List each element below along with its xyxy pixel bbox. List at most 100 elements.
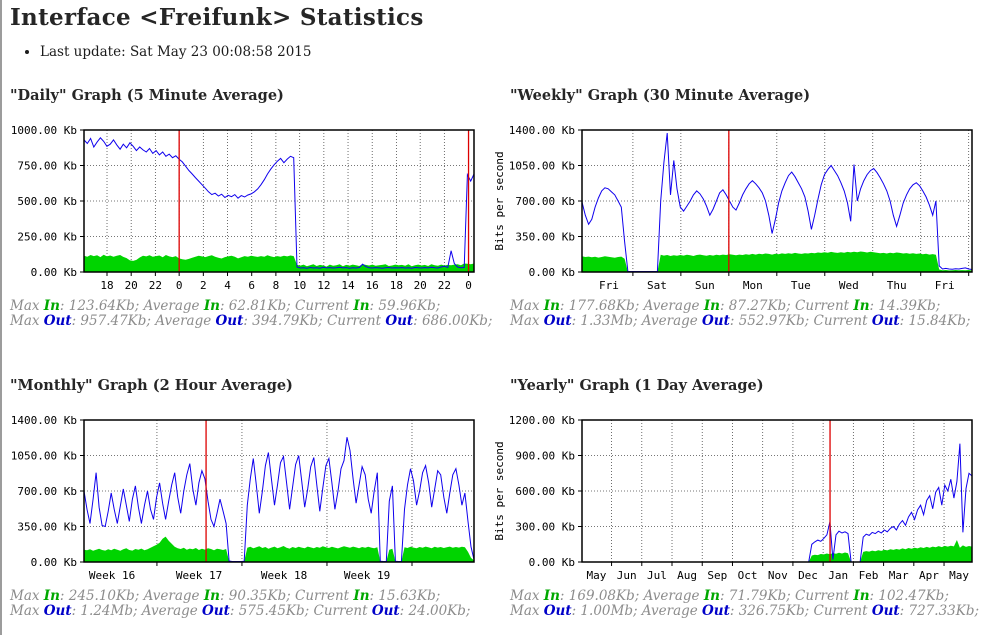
x-axis-tick-label: Fri [935, 279, 955, 292]
x-axis-tick-label: Mar [889, 569, 909, 582]
update-list: Last update: Sat May 23 00:08:58 2015 [16, 44, 312, 60]
out-label: Out [543, 313, 572, 329]
x-axis-tick-label: Jun [617, 569, 637, 582]
x-axis-tick-label: Sun [695, 279, 715, 292]
x-axis-tick-label: Sat [647, 279, 667, 292]
y-axis-tick-label: 0.00 Kb [31, 556, 77, 569]
graph-title: "Monthly" Graph (2 Hour Average) [10, 377, 293, 394]
y-axis-tick-label: 700.00 Kb [17, 485, 77, 498]
x-axis-tick-label: 8 [273, 279, 280, 292]
x-axis-tick-label: 6 [248, 279, 255, 292]
out-label: Out [202, 603, 230, 619]
x-axis-tick-label: 4 [224, 279, 231, 292]
graph-section-monthly: "Monthly" Graph (2 Hour Average) 1400.00… [10, 377, 490, 627]
y-axis-tick-label: 1400.00 Kb [509, 124, 575, 137]
in-label: In [353, 588, 370, 604]
out-label: Out [43, 313, 72, 329]
monthly-traffic-stats: Max In: 245.10Kb; Average In: 90.35Kb; C… [10, 589, 470, 619]
x-axis-tick-label: Week 16 [89, 569, 135, 582]
x-axis-tick-label: Dec [798, 569, 818, 582]
x-axis-tick-label: Week 19 [344, 569, 390, 582]
yearly-traffic-stats: Max In: 169.08Kb; Average In: 71.79Kb; C… [510, 589, 979, 619]
y-axis-tick-label: 250.00 Kb [17, 231, 77, 244]
x-axis-tick-label: 20 [414, 279, 427, 292]
x-axis-tick-label: Jul [647, 569, 667, 582]
yearly-graph-svg: 1200.00 Kb 900.00 Kb 600.00 Kb 300.00 Kb 0.0… [493, 414, 973, 582]
x-axis-tick-label: 0 [465, 279, 472, 292]
x-axis-tick-label: Mon [743, 279, 763, 292]
x-axis-tick-label: Sep [707, 569, 727, 582]
x-axis-tick-label: 10 [293, 279, 306, 292]
in-label: In [853, 298, 870, 314]
monthly-traffic-chart: 1400.00 Kb 1050.00 Kb 700.00 Kb 350.00 Kb 0.… [10, 414, 484, 590]
traffic-out-line [83, 437, 475, 562]
y-axis-tick-label: 600.00 Kb [515, 485, 575, 498]
stats-line-in: Max In: 169.08Kb; Average In: 71.79Kb; C… [510, 588, 949, 604]
out-label: Out [702, 313, 730, 329]
y-axis-tick-label: 350.00 Kb [17, 521, 77, 534]
y-axis-tick-label: 700.00 Kb [515, 195, 575, 208]
y-axis-tick-label: 0.00 Kb [529, 556, 575, 569]
x-axis-tick-label: 18 [100, 279, 113, 292]
x-axis-tick-label: Feb [859, 569, 879, 582]
y-axis-tick-label: 1050.00 Kb [11, 450, 77, 463]
stats-line-in: Max In: 123.64Kb; Average In: 62.81Kb; C… [10, 298, 441, 314]
y-axis-tick-label: 1200.00 Kb [509, 414, 575, 427]
y-axis-tick-label: 0.00 Kb [529, 266, 575, 279]
x-axis-tick-label: Week 18 [261, 569, 307, 582]
graph-title: "Yearly" Graph (1 Day Average) [510, 377, 764, 394]
y-axis-title: Bits per second [493, 151, 506, 250]
graph-title: "Weekly" Graph (30 Minute Average) [510, 87, 811, 104]
in-label: In [353, 298, 370, 314]
out-label: Out [215, 313, 244, 329]
x-axis-tick-label: Wed [839, 279, 859, 292]
last-update-item: Last update: Sat May 23 00:08:58 2015 [40, 44, 312, 60]
in-label: In [203, 298, 220, 314]
out-label: Out [385, 313, 414, 329]
graph-section-yearly: "Yearly" Graph (1 Day Average) 1200.00 K… [490, 377, 979, 627]
in-label: In [703, 588, 720, 604]
x-axis-tick-label: 2 [200, 279, 207, 292]
weekly-traffic-chart: 1400.00 Kb 1050.00 Kb 700.00 Kb 350.00 Kb 0.… [490, 124, 982, 300]
traffic-in-area [582, 251, 972, 272]
stats-line-out: Max Out: 1.24Mb; Average Out: 575.45Kb; … [10, 603, 471, 619]
in-label: In [703, 298, 720, 314]
x-axis-tick-label: May [586, 569, 606, 582]
x-axis-tick-label: Week 17 [176, 569, 222, 582]
stats-line-out: Max Out: 1.33Mb; Average Out: 552.97Kb; … [510, 313, 971, 329]
out-label: Out [543, 603, 572, 619]
x-axis-tick-label: Thu [887, 279, 907, 292]
y-axis-tick-label: 1000.00 Kb [11, 124, 77, 137]
daily-graph-svg: 1000.00 Kb 750.00 Kb 500.00 Kb 250.00 Kb 0.0… [11, 124, 475, 292]
weekly-graph-svg: 1400.00 Kb 1050.00 Kb 700.00 Kb 350.00 Kb 0.… [493, 124, 973, 292]
graph-section-daily: "Daily" Graph (5 Minute Average) 1000.00… [10, 87, 492, 337]
x-axis-tick-label: 18 [390, 279, 403, 292]
graph-section-weekly: "Weekly" Graph (30 Minute Average) 1400.… [490, 87, 973, 337]
traffic-out-line [83, 137, 475, 269]
yearly-traffic-chart: 1200.00 Kb 900.00 Kb 600.00 Kb 300.00 Kb 0.0… [490, 414, 982, 590]
x-axis-tick-label: Aug [677, 569, 697, 582]
x-axis-tick-label: Jan [828, 569, 848, 582]
y-axis-tick-label: 750.00 Kb [17, 160, 77, 173]
x-axis-tick-label: 0 [176, 279, 183, 292]
x-axis-tick-label: 22 [149, 279, 162, 292]
stats-line-in: Max In: 245.10Kb; Average In: 90.35Kb; C… [10, 588, 441, 604]
out-label: Out [871, 313, 900, 329]
y-axis-tick-label: 500.00 Kb [17, 195, 77, 208]
daily-traffic-chart: 1000.00 Kb 750.00 Kb 500.00 Kb 250.00 Kb 0.0… [10, 124, 484, 300]
y-axis-tick-label: 1400.00 Kb [11, 414, 77, 427]
traffic-out-line [582, 443, 973, 563]
daily-traffic-stats: Max In: 123.64Kb; Average In: 62.81Kb; C… [10, 299, 492, 329]
in-label: In [543, 588, 560, 604]
monthly-graph-svg: 1400.00 Kb 1050.00 Kb 700.00 Kb 350.00 Kb 0.… [11, 414, 475, 582]
x-axis-tick-label: Tue [791, 279, 811, 292]
x-axis-tick-label: 14 [341, 279, 355, 292]
out-label: Out [43, 603, 72, 619]
in-label: In [43, 298, 60, 314]
y-axis-title: Bits per second [493, 441, 506, 540]
x-axis-tick-label: Fri [599, 279, 619, 292]
y-axis-tick-label: 900.00 Kb [515, 450, 575, 463]
x-axis-tick-label: Apr [919, 569, 939, 582]
traffic-in-area [582, 540, 972, 562]
y-axis-tick-label: 300.00 Kb [515, 521, 575, 534]
